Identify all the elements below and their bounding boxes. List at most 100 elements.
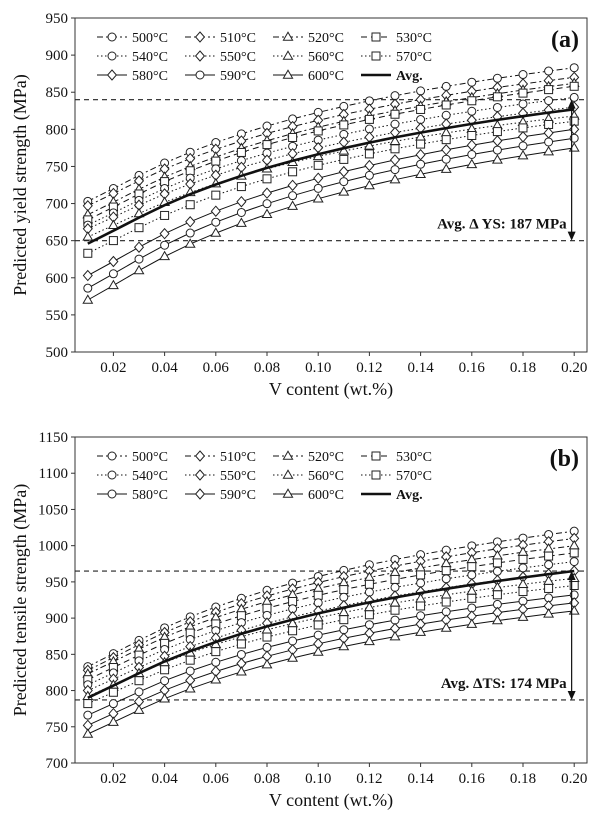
- data-point: [185, 166, 195, 176]
- y-tick-label: 900: [46, 611, 69, 627]
- data-point: [544, 583, 554, 593]
- data-point: [518, 554, 528, 564]
- data-point: [287, 588, 299, 599]
- data-point: [82, 231, 94, 241]
- data-point: [236, 649, 246, 659]
- arrow-head-down: [567, 690, 576, 700]
- data-point: [491, 154, 503, 164]
- data-point: [544, 96, 554, 106]
- arrow-head-up: [567, 99, 576, 109]
- legend-marker: [194, 488, 206, 500]
- legend-label: 590°C: [220, 488, 256, 503]
- legend-label: 530°C: [396, 450, 432, 465]
- data-point: [467, 149, 477, 159]
- y-tick-label: 1050: [38, 502, 68, 518]
- data-point: [313, 183, 323, 193]
- legend-label: 580°C: [132, 69, 168, 84]
- data-point: [467, 96, 477, 106]
- data-point: [517, 611, 529, 621]
- data-point: [82, 728, 94, 738]
- data-point: [467, 130, 477, 140]
- y-tick-label: 550: [46, 308, 69, 324]
- data-point: [440, 622, 452, 632]
- legend-label: 530°C: [396, 31, 432, 46]
- series-line: [87, 610, 575, 735]
- legend-marker: [282, 450, 294, 460]
- data-point: [467, 562, 477, 572]
- data-point: [235, 217, 247, 227]
- y-tick-label: 700: [46, 756, 69, 772]
- legend-marker: [371, 451, 381, 461]
- legend-label: 570°C: [396, 50, 432, 65]
- data-point: [134, 254, 144, 264]
- legend-label: 500°C: [132, 450, 168, 465]
- legend-label: Avg.: [396, 69, 423, 84]
- data-point: [415, 592, 427, 603]
- data-point: [108, 699, 118, 709]
- data-point: [518, 70, 528, 80]
- data-point: [134, 687, 144, 697]
- data-point: [389, 566, 401, 577]
- delta-annotation: Avg. Δ YS: 187 MPa: [437, 217, 567, 233]
- data-point: [211, 657, 221, 667]
- data-point: [82, 269, 93, 282]
- legend-marker: [371, 32, 381, 42]
- data-point: [389, 630, 401, 641]
- data-point: [338, 640, 350, 651]
- data-point: [288, 626, 298, 636]
- data-point: [313, 126, 323, 136]
- data-point: [518, 123, 528, 133]
- data-point: [441, 110, 451, 120]
- data-point: [185, 666, 195, 676]
- data-point: [210, 205, 221, 217]
- data-point: [415, 168, 427, 178]
- y-tick-label: 600: [46, 271, 69, 287]
- data-point: [288, 191, 298, 201]
- data-point: [569, 81, 579, 91]
- data-point: [82, 294, 94, 304]
- data-point: [287, 179, 298, 192]
- panel-label: (b): [550, 446, 579, 472]
- data-point: [569, 548, 579, 558]
- data-point: [211, 647, 221, 657]
- data-point: [492, 145, 502, 155]
- data-point: [107, 219, 119, 230]
- data-point: [441, 100, 451, 110]
- data-point: [543, 127, 554, 139]
- x-tick-label: 0.20: [561, 360, 587, 376]
- series-line: [87, 147, 575, 301]
- data-point: [287, 200, 299, 210]
- data-point: [492, 566, 502, 576]
- data-point: [466, 618, 478, 628]
- data-point: [312, 192, 324, 203]
- data-point: [440, 163, 452, 173]
- x-tick-label: 0.08: [254, 771, 280, 787]
- data-point: [262, 632, 272, 642]
- data-point: [211, 217, 221, 227]
- panel-label: (a): [551, 27, 579, 53]
- x-tick-label: 0.12: [356, 360, 382, 376]
- y-tick-label: 950: [46, 575, 69, 591]
- data-point: [108, 255, 119, 268]
- x-axis-label: V content (wt.%): [269, 790, 393, 811]
- y-tick-label: 750: [46, 720, 69, 736]
- data-point: [492, 558, 502, 568]
- data-point: [441, 81, 451, 91]
- data-point: [339, 120, 349, 130]
- x-tick-label: 0.02: [100, 360, 126, 376]
- data-point: [134, 676, 144, 686]
- data-point: [313, 590, 323, 600]
- data-point: [261, 658, 273, 669]
- data-point: [262, 642, 272, 652]
- data-point: [569, 581, 579, 591]
- data-point: [261, 187, 273, 199]
- legend-label: 540°C: [132, 469, 168, 484]
- x-axis-label: V content (wt.%): [269, 379, 393, 400]
- data-point: [467, 106, 477, 116]
- x-tick-label: 0.06: [203, 771, 230, 787]
- data-point: [364, 610, 374, 620]
- data-point: [236, 639, 246, 649]
- data-point: [108, 236, 118, 246]
- legend-marker: [282, 69, 294, 79]
- data-point: [261, 208, 273, 218]
